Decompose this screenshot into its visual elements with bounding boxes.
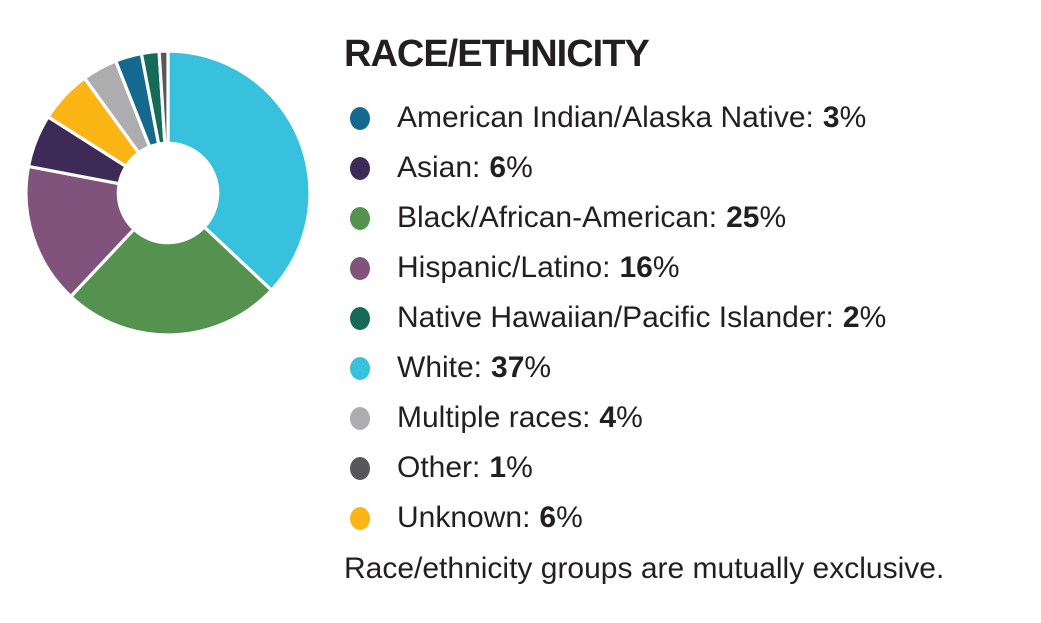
- legend-label: Native Hawaiian/Pacific Islander:: [397, 301, 834, 334]
- legend-row-text: Multiple races: 4%: [397, 403, 643, 433]
- legend-percent-sign: %: [524, 351, 552, 384]
- legend-color-dot: [350, 106, 370, 130]
- legend-label: White:: [397, 351, 483, 384]
- legend-percent-sign: %: [859, 301, 887, 334]
- legend-label: Unknown:: [397, 501, 531, 534]
- chart-title: RACE/ETHNICITY: [344, 33, 650, 75]
- legend-row-text: White: 37%: [397, 353, 551, 383]
- legend-value: 37: [491, 351, 525, 384]
- legend-color-dot: [350, 206, 370, 230]
- legend-row: Hispanic/Latino: 16%: [344, 243, 1034, 293]
- legend-value: 6: [489, 151, 507, 184]
- legend-row: Multiple races: 4%: [344, 393, 1034, 443]
- legend-row: White: 37%: [344, 343, 1034, 393]
- donut-slice: [166, 49, 312, 293]
- legend-row: Unknown: 6%: [344, 493, 1034, 543]
- legend-label: Multiple races:: [397, 401, 591, 434]
- legend-label: Other:: [397, 451, 481, 484]
- donut-chart: [24, 49, 312, 337]
- legend-list: American Indian/Alaska Native: 3% Asian: 6…: [344, 93, 1034, 543]
- legend-row-text: Hispanic/Latino: 16%: [397, 253, 680, 283]
- legend-color-dot: [350, 406, 370, 430]
- legend-color-dot: [350, 356, 370, 380]
- legend-value: 16: [619, 251, 653, 284]
- legend-color-dot: [350, 156, 370, 180]
- legend-row: Native Hawaiian/Pacific Islander: 2%: [344, 293, 1034, 343]
- legend-row: Asian: 6%: [344, 143, 1034, 193]
- donut-slice: [68, 224, 274, 337]
- legend-label: American Indian/Alaska Native:: [397, 101, 814, 134]
- donut-slice: [24, 164, 137, 299]
- legend-percent-sign: %: [506, 451, 533, 484]
- legend-panel: RACE/ETHNICITY American Indian/Alaska Na…: [344, 0, 1034, 543]
- legend-color-dot: [350, 506, 370, 530]
- legend-value: 3: [822, 101, 840, 134]
- legend-color-dot: [350, 456, 370, 480]
- legend-value: 25: [726, 201, 760, 234]
- legend-percent-sign: %: [759, 201, 787, 234]
- legend-percent-sign: %: [652, 251, 680, 284]
- legend-row: Black/African-American: 25%: [344, 193, 1034, 243]
- legend-label: Black/African-American:: [397, 201, 718, 234]
- legend-row-text: Unknown: 6%: [397, 503, 583, 533]
- legend-color-dot: [350, 256, 370, 280]
- legend-value: 2: [842, 301, 860, 334]
- legend-value: 6: [539, 501, 557, 534]
- donut-slice: [157, 49, 170, 146]
- legend-row-text: American Indian/Alaska Native: 3%: [397, 103, 866, 133]
- legend-color-dot: [350, 306, 370, 330]
- legend-row: American Indian/Alaska Native: 3%: [344, 93, 1034, 143]
- legend-row-text: Asian: 6%: [397, 153, 533, 183]
- legend-value: 1: [489, 451, 507, 484]
- legend-row-text: Other: 1%: [397, 453, 533, 483]
- legend-row-text: Black/African-American: 25%: [397, 203, 786, 233]
- legend-percent-sign: %: [506, 151, 533, 184]
- legend-value: 4: [599, 401, 617, 434]
- legend-label: Asian:: [397, 151, 481, 184]
- legend-percent-sign: %: [556, 501, 583, 534]
- legend-percent-sign: %: [616, 401, 643, 434]
- legend-row-text: Native Hawaiian/Pacific Islander: 2%: [397, 303, 886, 333]
- legend-row: Other: 1%: [344, 443, 1034, 493]
- legend-label: Hispanic/Latino:: [397, 251, 611, 284]
- legend-percent-sign: %: [839, 101, 867, 134]
- footnote: Race/ethnicity groups are mutually exclu…: [344, 552, 945, 585]
